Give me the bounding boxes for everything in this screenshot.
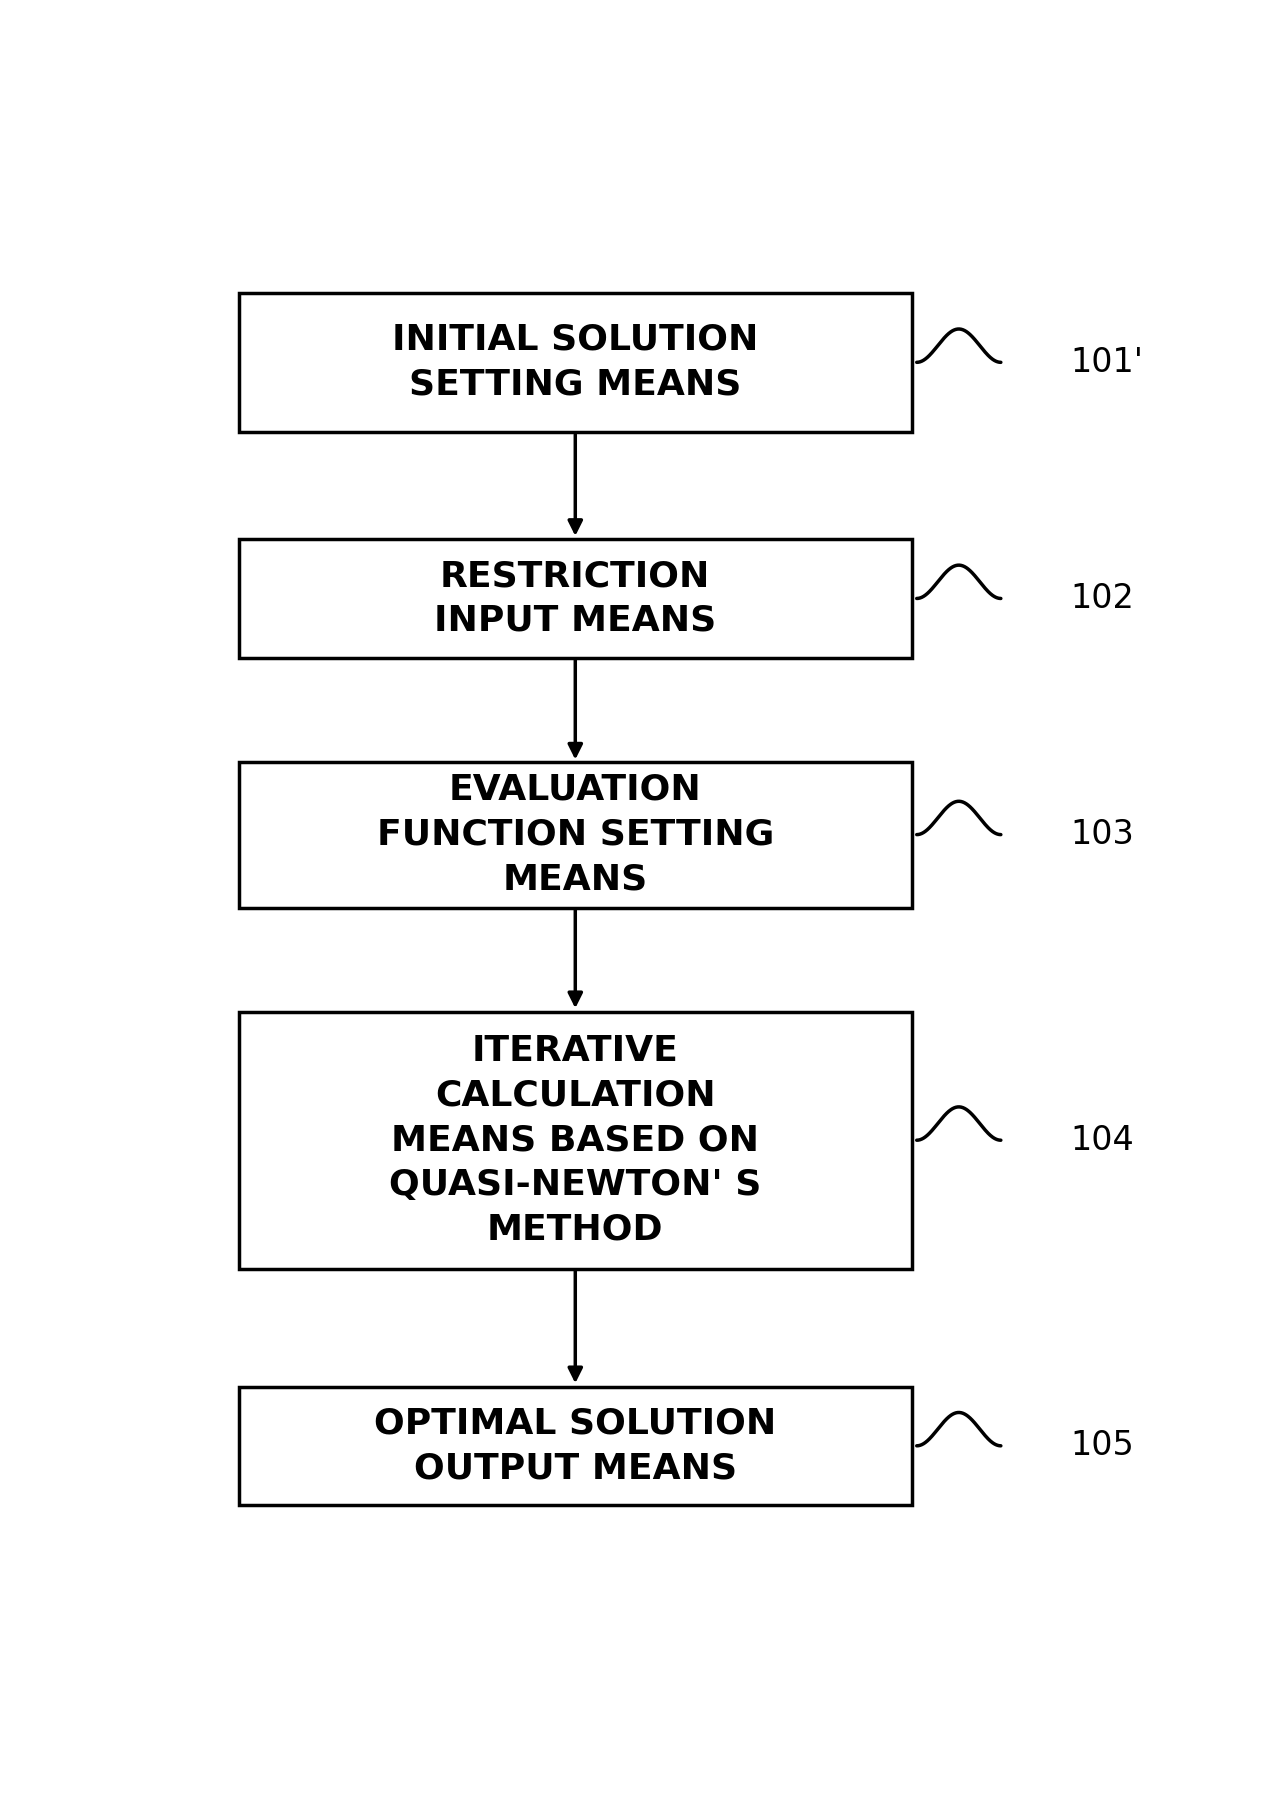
Text: 105: 105 xyxy=(1070,1429,1134,1463)
Bar xyxy=(239,1387,912,1505)
Bar xyxy=(239,292,912,431)
Bar xyxy=(239,539,912,657)
Text: 102: 102 xyxy=(1070,583,1134,615)
Bar xyxy=(239,1012,912,1268)
Text: OPTIMAL SOLUTION
OUTPUT MEANS: OPTIMAL SOLUTION OUTPUT MEANS xyxy=(374,1407,776,1485)
Text: ITERATIVE
CALCULATION
MEANS BASED ON
QUASI-NEWTON' S
METHOD: ITERATIVE CALCULATION MEANS BASED ON QUA… xyxy=(389,1034,761,1247)
Bar xyxy=(239,761,912,907)
Text: 104: 104 xyxy=(1070,1124,1134,1156)
Text: 103: 103 xyxy=(1070,819,1134,851)
Text: RESTRICTION
INPUT MEANS: RESTRICTION INPUT MEANS xyxy=(434,559,716,639)
Text: EVALUATION
FUNCTION SETTING
MEANS: EVALUATION FUNCTION SETTING MEANS xyxy=(377,772,774,897)
Text: 101': 101' xyxy=(1070,346,1143,379)
Text: INITIAL SOLUTION
SETTING MEANS: INITIAL SOLUTION SETTING MEANS xyxy=(392,323,759,402)
